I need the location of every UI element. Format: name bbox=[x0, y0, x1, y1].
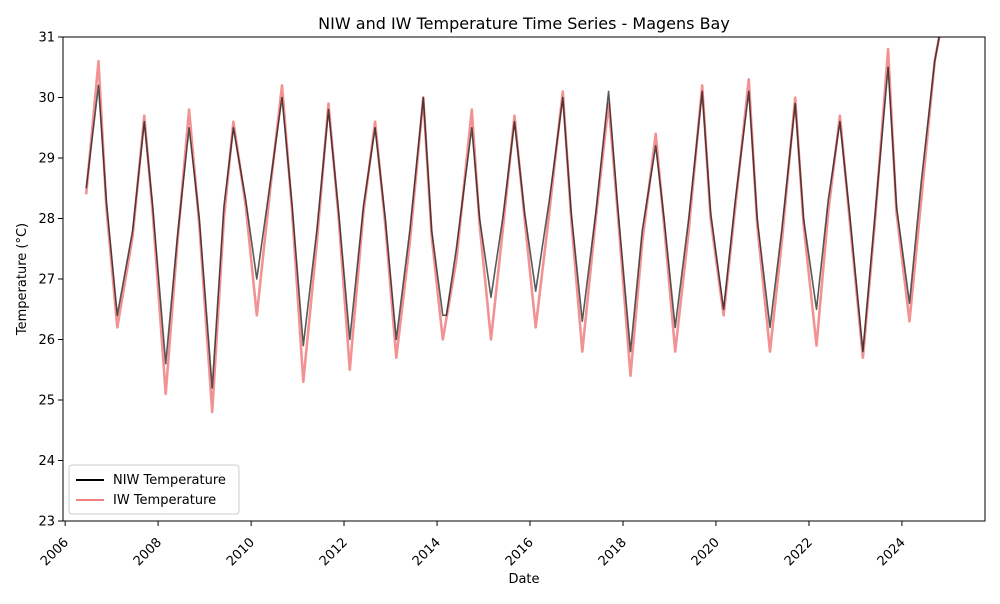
y-tick-label: 23 bbox=[38, 515, 55, 530]
x-axis-ticks: 2006 2008 2010 2012 2014 2016 2018 2020 2022 2024 bbox=[38, 521, 909, 569]
y-axis-ticks: 23 24 25 26 27 28 29 30 31 bbox=[38, 31, 63, 530]
plot-area bbox=[63, 37, 985, 521]
series-line-niw bbox=[85, 36, 940, 389]
series-layer bbox=[84, 36, 941, 414]
y-axis-label: Temperature (°C) bbox=[15, 223, 30, 336]
x-tick-label: 2020 bbox=[689, 535, 723, 569]
y-tick-label: 27 bbox=[38, 273, 55, 288]
x-tick-label: 2022 bbox=[782, 535, 816, 569]
y-tick-label: 25 bbox=[38, 394, 55, 409]
legend-label-iw: IW Temperature bbox=[113, 493, 216, 508]
y-tick-label: 24 bbox=[38, 454, 55, 469]
legend-box bbox=[68, 464, 240, 515]
x-tick-label: 2024 bbox=[875, 535, 909, 569]
chart-title: NIW and IW Temperature Time Series - Mag… bbox=[318, 14, 730, 33]
y-tick-label: 26 bbox=[38, 333, 55, 348]
legend: NIW Temperature IW Temperature bbox=[68, 464, 240, 515]
y-tick-label: 29 bbox=[38, 152, 55, 167]
y-tick-label: 28 bbox=[38, 212, 55, 227]
x-tick-label: 2018 bbox=[596, 535, 630, 569]
y-tick-label: 30 bbox=[38, 91, 55, 106]
x-tick-label: 2010 bbox=[224, 535, 258, 569]
x-tick-label: 2008 bbox=[131, 535, 165, 569]
y-tick-label: 31 bbox=[38, 31, 55, 46]
x-tick-label: 2014 bbox=[410, 535, 444, 569]
plot-frame bbox=[62, 36, 986, 522]
legend-label-niw: NIW Temperature bbox=[113, 473, 226, 488]
x-tick-label: 2012 bbox=[317, 535, 351, 569]
x-tick-label: 2006 bbox=[38, 535, 72, 569]
x-axis-label: Date bbox=[508, 572, 539, 587]
x-tick-label: 2016 bbox=[503, 535, 537, 569]
